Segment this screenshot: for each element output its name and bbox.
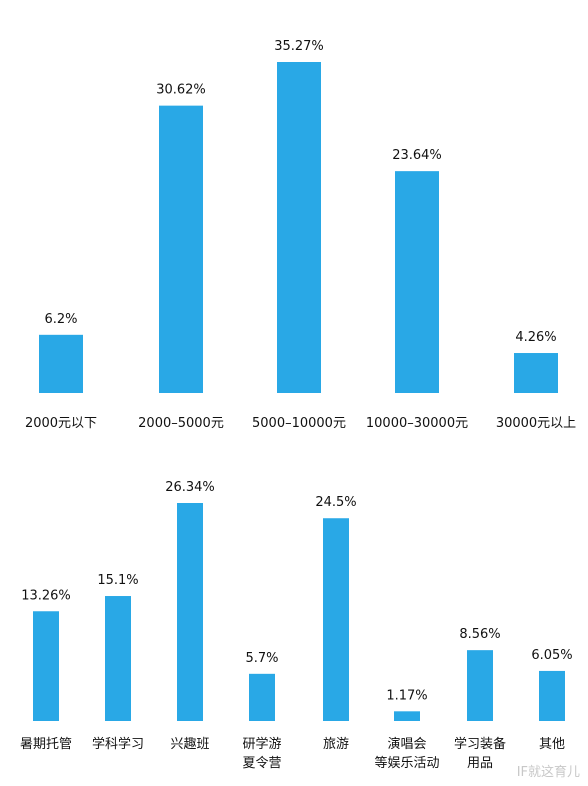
spending-bar-chart: 6.2% 2000元以下 30.62% 2000–5000元 35.27% 5000–10… [25, 39, 576, 431]
bar [277, 62, 321, 393]
bar [395, 171, 439, 393]
activity-bar-chart: 13.26% 暑期托管 15.1% 学科学习 26.34% 兴趣班 5.7% 研学游夏令营 24… [20, 480, 573, 771]
bar [539, 670, 565, 721]
tick-label: 旅游 [323, 737, 349, 752]
tick-label: 其他 [539, 737, 565, 752]
bar [177, 503, 203, 721]
data-label: 1.17% [386, 688, 427, 703]
data-label: 24.5% [315, 495, 356, 510]
data-label: 23.64% [392, 148, 442, 163]
data-label: 6.2% [44, 312, 77, 327]
tick-label: 5000–10000元 [252, 416, 346, 431]
bar [33, 611, 59, 721]
tick-label: 2000元以下 [25, 416, 97, 431]
tick-label: 10000–30000元 [366, 416, 468, 431]
data-label: 15.1% [97, 573, 138, 588]
data-label: 35.27% [274, 39, 324, 54]
data-label: 5.7% [245, 651, 278, 666]
bar [159, 105, 203, 393]
tick-label: 兴趣班 [170, 737, 209, 752]
tick-label: 2000–5000元 [138, 416, 224, 431]
tick-label: 30000元以上 [496, 416, 576, 431]
data-label: 4.26% [515, 330, 556, 345]
tick-label: 研学游夏令营 [242, 736, 281, 771]
bar [249, 673, 275, 721]
data-label: 13.26% [21, 588, 71, 603]
bar [323, 518, 349, 721]
bar [105, 596, 131, 721]
watermark: IF就这育儿 [516, 765, 580, 780]
data-label: 8.56% [459, 627, 500, 642]
bar [39, 334, 83, 393]
tick-label: 暑期托管 [20, 737, 72, 752]
bar [514, 353, 558, 393]
bar [467, 650, 493, 721]
tick-label: 学习装备用品 [454, 736, 506, 771]
data-label: 6.05% [531, 648, 572, 663]
tick-label: 学科学习 [92, 736, 144, 752]
tick-label: 演唱会等娱乐活动 [374, 736, 439, 771]
data-label: 30.62% [156, 83, 206, 98]
bar [394, 711, 420, 721]
data-label: 26.34% [165, 480, 215, 495]
